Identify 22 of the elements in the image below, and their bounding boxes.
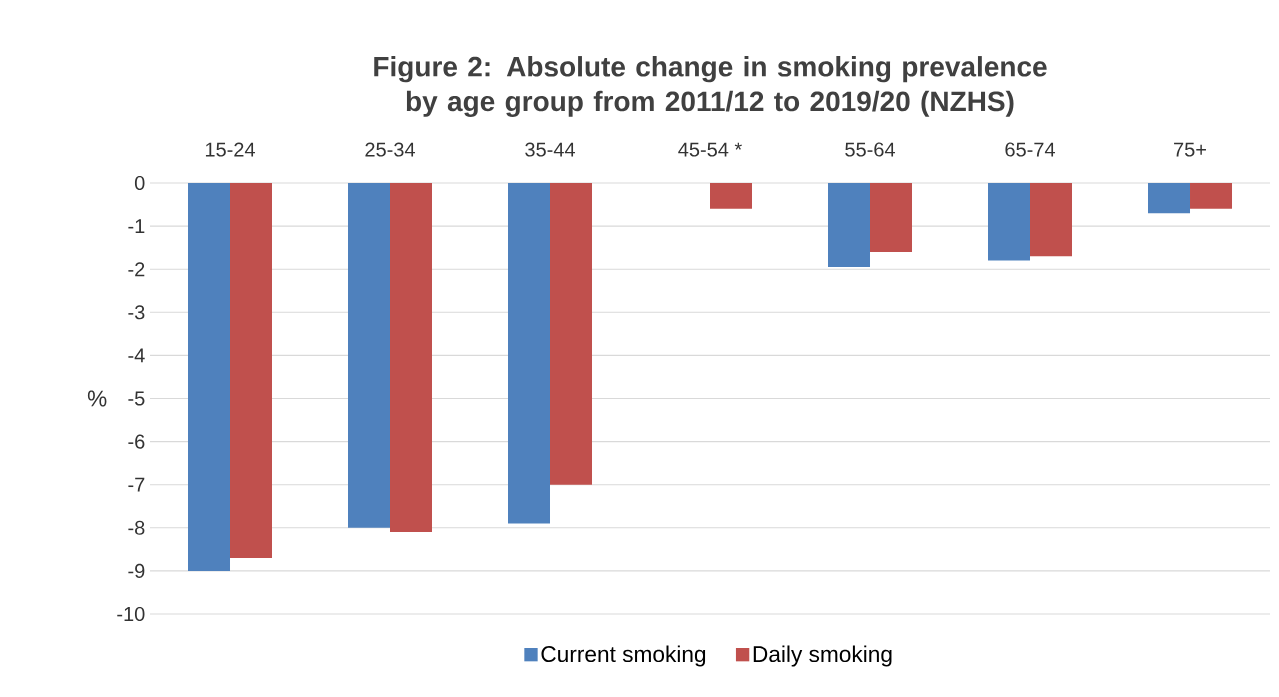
y-tick-label: -5	[128, 391, 145, 406]
y-tick-label: -1	[128, 219, 145, 233]
x-tick-label: 55-64	[845, 142, 895, 157]
y-tick-label: -3	[128, 305, 145, 320]
legend-label: Current smoking	[541, 645, 706, 667]
y-tick-label: -6	[128, 434, 145, 449]
y-tick-label: -10	[117, 606, 145, 622]
chart-title: Figure 2: Absolute change in smoking prevalence by age group from 2011/12 to 2019/20 (NZHS)	[374, 56, 1047, 117]
x-tick-label: 45-54 *	[678, 142, 742, 157]
x-tick-label: 25-34	[365, 142, 415, 157]
y-tick-label: -7	[128, 477, 145, 492]
y-tick-label: -2	[128, 262, 145, 277]
x-tick-label: 35-44	[525, 142, 575, 157]
x-tick-label: 15-24	[205, 142, 255, 157]
x-tick-label: 65-74	[1005, 142, 1055, 157]
legend-label: Daily smoking	[753, 645, 892, 667]
y-tick-label: 0	[134, 175, 145, 191]
y-tick-label: -8	[128, 520, 145, 535]
y-tick-label: -4	[128, 348, 145, 363]
x-tick-label: 75+	[1174, 142, 1206, 157]
y-axis-title: %	[87, 390, 107, 407]
y-tick-label: -9	[128, 563, 145, 578]
